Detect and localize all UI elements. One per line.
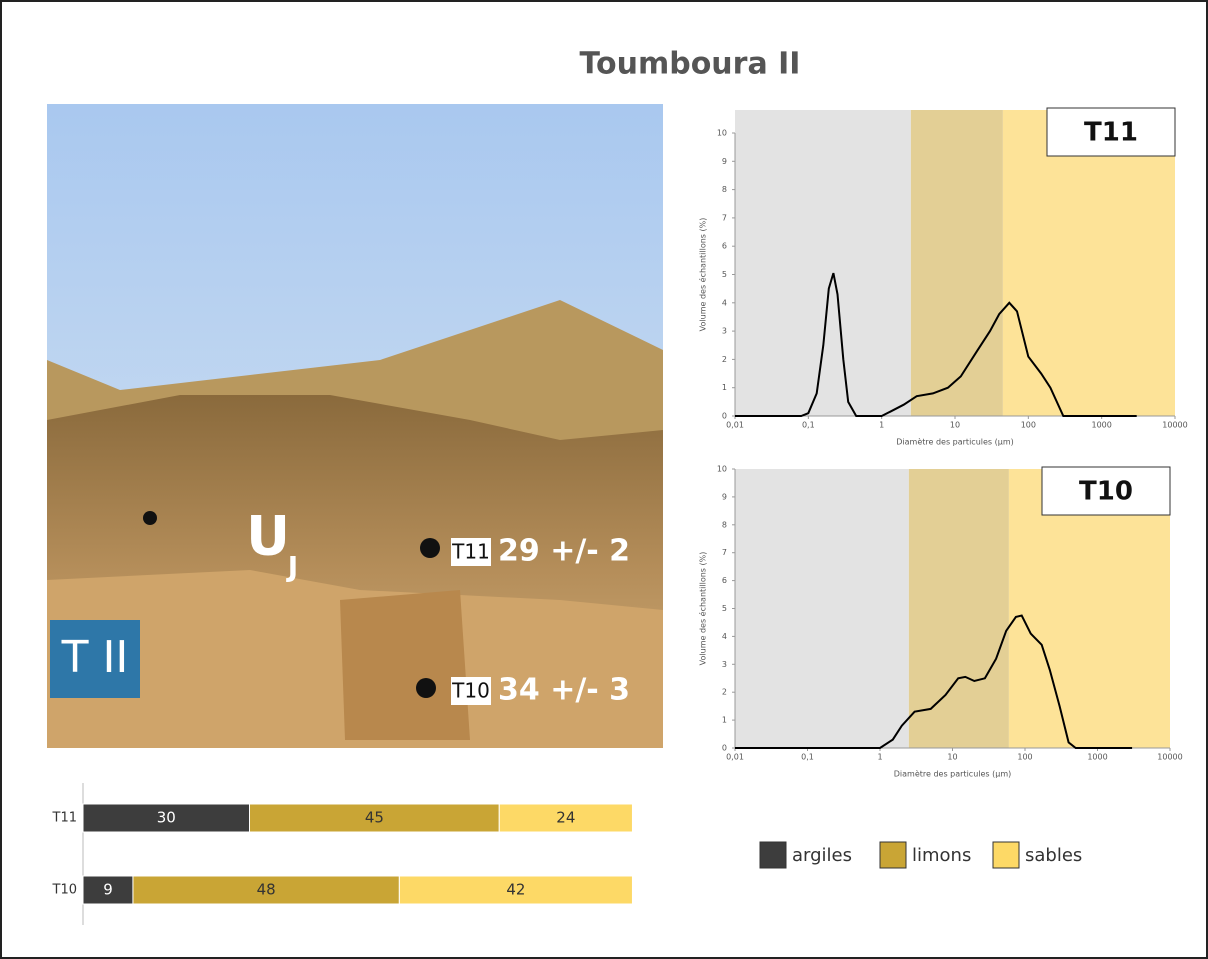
size-band [735,469,909,748]
legend-label: limons [912,845,971,866]
sample-id-box [451,677,491,705]
y-tick-label: 5 [722,604,727,613]
sample-age: 34 +/- 3 [498,673,630,708]
sample-hole [420,538,440,558]
y-tick-label: 2 [722,355,727,364]
y-tick-label: 3 [722,327,727,336]
unit-label: U [246,505,290,568]
photo-hole [143,511,157,525]
data-line [735,614,1133,749]
sample-hole [416,678,436,698]
y-tick-label: 1 [722,383,727,392]
y-tick-label: 10 [717,129,727,138]
photo-pit [340,590,470,740]
x-tick-label: 1 [879,421,884,430]
x-tick-label: 1000 [1087,753,1107,762]
bar-segment [249,803,500,833]
y-tick-label: 8 [722,185,727,194]
y-tick-label: 0 [722,744,727,753]
x-tick-label: 0,01 [726,753,744,762]
chart-title: T10 [1079,477,1133,507]
legend-swatch [879,841,907,869]
value-label: 48 [257,881,276,899]
sample-age: 29 +/- 2 [498,534,630,569]
bar-segment [132,875,400,905]
size-band [908,469,1009,748]
bar-segment [398,875,633,905]
figure-title: Toumboura II [580,47,801,82]
y-tick-label: 6 [722,242,727,251]
value-label: 45 [365,809,384,827]
y-tick-label: 4 [722,632,727,641]
legend-label: sables [1025,845,1082,866]
x-tick-label: 0,01 [726,421,744,430]
y-tick-label: 7 [722,213,727,222]
size-band [910,110,1003,416]
sample-id: T10 [451,679,490,703]
x-tick-label: 100 [1021,421,1036,430]
data-line [735,272,1137,417]
title-box [1046,107,1176,157]
x-axis-label: Diamètre des particules (µm) [896,437,1014,447]
x-tick-label: 10000 [1162,421,1187,430]
x-tick-label: 1 [877,753,882,762]
y-tick-label: 8 [722,520,727,529]
x-tick-label: 0,1 [801,753,814,762]
x-tick-label: 0,1 [802,421,815,430]
legend-label: argiles [792,845,852,866]
y-tick-label: 4 [722,298,727,307]
y-tick-label: 9 [722,492,727,501]
sample-id: T11 [451,540,490,564]
unit-subscript: J [286,550,298,583]
legend-swatch [992,841,1020,869]
x-tick-label: 10 [950,421,960,430]
size-band [1002,110,1175,416]
value-label: 30 [157,809,176,827]
y-axis-label: Volume des échantillons (%) [698,218,708,332]
y-tick-label: 3 [722,660,727,669]
y-tick-label: 10 [717,465,727,474]
y-axis-label: Volume des échantillons (%) [698,552,708,666]
chart-title: T11 [1084,118,1138,148]
site-badge [50,620,140,698]
size-band [735,110,911,416]
value-label: 9 [103,881,113,899]
bar-segment [498,803,633,833]
x-tick-label: 1000 [1091,421,1111,430]
y-tick-label: 6 [722,576,727,585]
y-tick-label: 1 [722,716,727,725]
value-label: 24 [556,809,575,827]
bar-segment [82,803,250,833]
legend-swatch [759,841,787,869]
y-tick-label: 0 [722,412,727,421]
y-tick-label: 9 [722,157,727,166]
value-label: 42 [506,881,525,899]
x-tick-label: 10000 [1157,753,1182,762]
category-label: T11 [52,811,77,826]
x-tick-label: 100 [1017,753,1032,762]
site-label: T II [61,632,129,683]
photo: T II U J T11 29 +/- 2 T10 34 +/- 3 [47,104,663,748]
sample-id-box [451,538,491,566]
category-label: T10 [52,883,77,898]
y-tick-label: 2 [722,688,727,697]
y-tick-label: 5 [722,270,727,279]
title-box [1041,466,1171,516]
x-axis-label: Diamètre des particules (µm) [894,769,1012,779]
x-tick-label: 10 [947,753,957,762]
y-tick-label: 7 [722,548,727,557]
